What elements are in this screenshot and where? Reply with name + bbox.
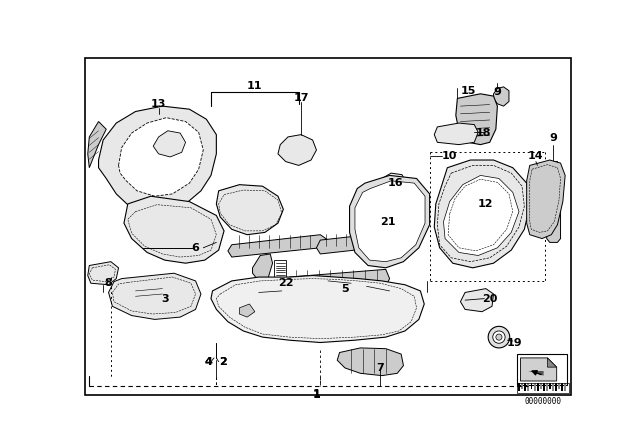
Polygon shape xyxy=(547,358,557,367)
Bar xyxy=(524,383,526,391)
Text: 20: 20 xyxy=(482,293,497,304)
Text: 15: 15 xyxy=(460,86,476,96)
Polygon shape xyxy=(253,254,273,281)
Circle shape xyxy=(470,199,479,208)
Polygon shape xyxy=(456,94,497,145)
Polygon shape xyxy=(355,181,425,262)
Text: 3: 3 xyxy=(161,293,168,304)
Text: 4: 4 xyxy=(205,357,212,367)
Text: 5: 5 xyxy=(341,284,349,293)
Polygon shape xyxy=(378,173,406,196)
Text: 00000000: 00000000 xyxy=(524,397,561,406)
Text: 13: 13 xyxy=(151,99,166,109)
Polygon shape xyxy=(239,304,255,317)
Bar xyxy=(558,383,560,389)
Text: 7: 7 xyxy=(376,363,384,373)
Bar xyxy=(543,383,545,391)
Text: 10: 10 xyxy=(442,151,458,161)
Bar xyxy=(540,383,541,389)
Polygon shape xyxy=(349,176,429,268)
Text: 19: 19 xyxy=(506,337,522,348)
Bar xyxy=(555,383,557,391)
Bar xyxy=(274,260,287,277)
Circle shape xyxy=(486,206,493,213)
Text: 11: 11 xyxy=(247,81,262,91)
Polygon shape xyxy=(435,123,478,145)
Text: 9: 9 xyxy=(493,87,501,97)
Polygon shape xyxy=(435,160,530,268)
Bar xyxy=(552,383,554,391)
Polygon shape xyxy=(109,273,201,319)
Polygon shape xyxy=(444,176,519,255)
Text: 8: 8 xyxy=(105,278,113,288)
Text: 4: 4 xyxy=(205,357,212,367)
Text: 21: 21 xyxy=(380,217,396,227)
Bar xyxy=(531,383,532,389)
Bar xyxy=(564,383,566,391)
Circle shape xyxy=(496,334,502,340)
Bar xyxy=(516,354,566,385)
Ellipse shape xyxy=(162,138,179,148)
Text: 2: 2 xyxy=(219,357,227,367)
Text: 9: 9 xyxy=(549,134,557,143)
Bar xyxy=(527,383,529,391)
Polygon shape xyxy=(88,121,106,168)
Polygon shape xyxy=(88,262,118,285)
Text: 12: 12 xyxy=(478,199,493,209)
Polygon shape xyxy=(118,118,204,196)
Polygon shape xyxy=(216,185,284,235)
Polygon shape xyxy=(520,358,557,381)
Polygon shape xyxy=(493,87,509,106)
Text: 6: 6 xyxy=(191,243,200,253)
Text: 1: 1 xyxy=(312,390,321,400)
Bar xyxy=(549,383,551,389)
Polygon shape xyxy=(285,269,390,294)
Polygon shape xyxy=(460,289,493,312)
Text: 16: 16 xyxy=(388,178,404,188)
Circle shape xyxy=(488,326,509,348)
Bar xyxy=(546,383,548,391)
Polygon shape xyxy=(337,348,403,375)
Bar xyxy=(518,383,520,391)
Polygon shape xyxy=(527,160,565,238)
Polygon shape xyxy=(316,233,396,254)
Text: 2: 2 xyxy=(219,357,227,367)
Bar xyxy=(561,383,563,391)
Polygon shape xyxy=(228,235,328,257)
Text: 17: 17 xyxy=(293,93,309,103)
Text: 18: 18 xyxy=(476,128,492,138)
Polygon shape xyxy=(547,162,561,242)
Polygon shape xyxy=(211,276,424,343)
Polygon shape xyxy=(124,196,224,263)
Bar xyxy=(537,383,539,391)
Bar xyxy=(521,383,523,389)
Circle shape xyxy=(493,331,505,343)
Polygon shape xyxy=(99,106,216,214)
Polygon shape xyxy=(528,371,543,375)
Polygon shape xyxy=(351,209,390,237)
Polygon shape xyxy=(278,134,316,165)
Text: 14: 14 xyxy=(528,151,544,161)
Text: 22: 22 xyxy=(278,278,293,288)
Text: 1: 1 xyxy=(312,389,321,399)
Ellipse shape xyxy=(291,145,307,155)
Bar xyxy=(516,383,569,393)
Bar xyxy=(534,383,536,391)
Polygon shape xyxy=(153,131,186,157)
